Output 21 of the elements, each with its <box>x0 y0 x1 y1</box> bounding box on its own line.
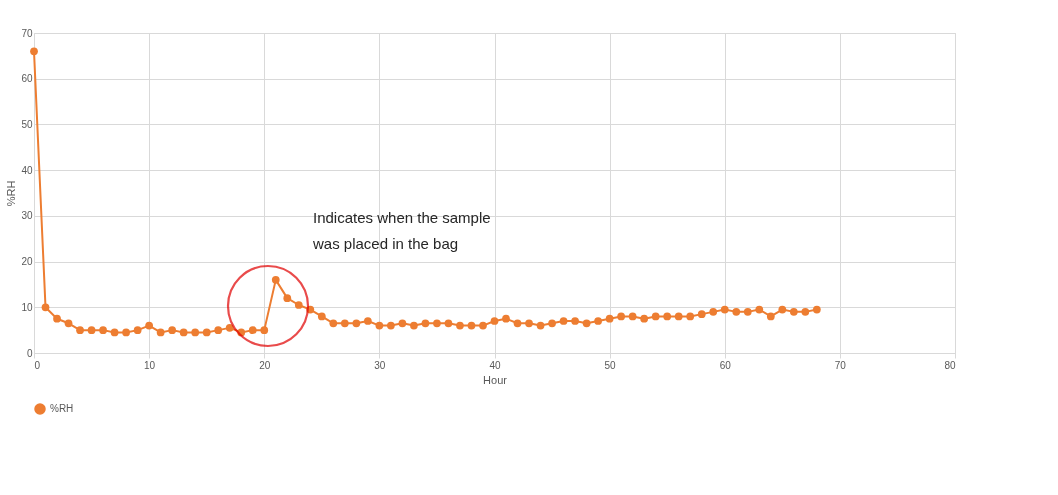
y-tick-label: 0 <box>26 347 33 359</box>
legend-label: %RH <box>50 403 74 414</box>
y-tick-label: 60 <box>21 73 33 85</box>
x-tick-label: 0 <box>34 359 41 371</box>
y-tick-label: 20 <box>21 256 33 268</box>
y-tick-label: 40 <box>21 164 33 176</box>
y-tick-label: 70 <box>21 27 33 39</box>
x-tick-label: 70 <box>834 359 847 371</box>
x-tick-label: 80 <box>944 359 956 371</box>
annotation: Indicates when the sample was placed in the bag <box>312 209 491 252</box>
y-tick-label: 50 <box>21 118 33 130</box>
x-tick-label: 50 <box>604 359 617 371</box>
x-axis-title: Hour <box>483 373 508 386</box>
x-tick-label: 30 <box>374 359 386 371</box>
y-tick-label: 30 <box>21 210 33 222</box>
x-tick-label: 20 <box>259 359 271 371</box>
y-axis-title: %RH <box>5 180 18 207</box>
x-tick-label: 10 <box>144 359 156 371</box>
y-tick-label: 10 <box>21 301 33 313</box>
x-tick-label: 60 <box>719 359 732 371</box>
x-tick-label: 40 <box>489 359 501 371</box>
